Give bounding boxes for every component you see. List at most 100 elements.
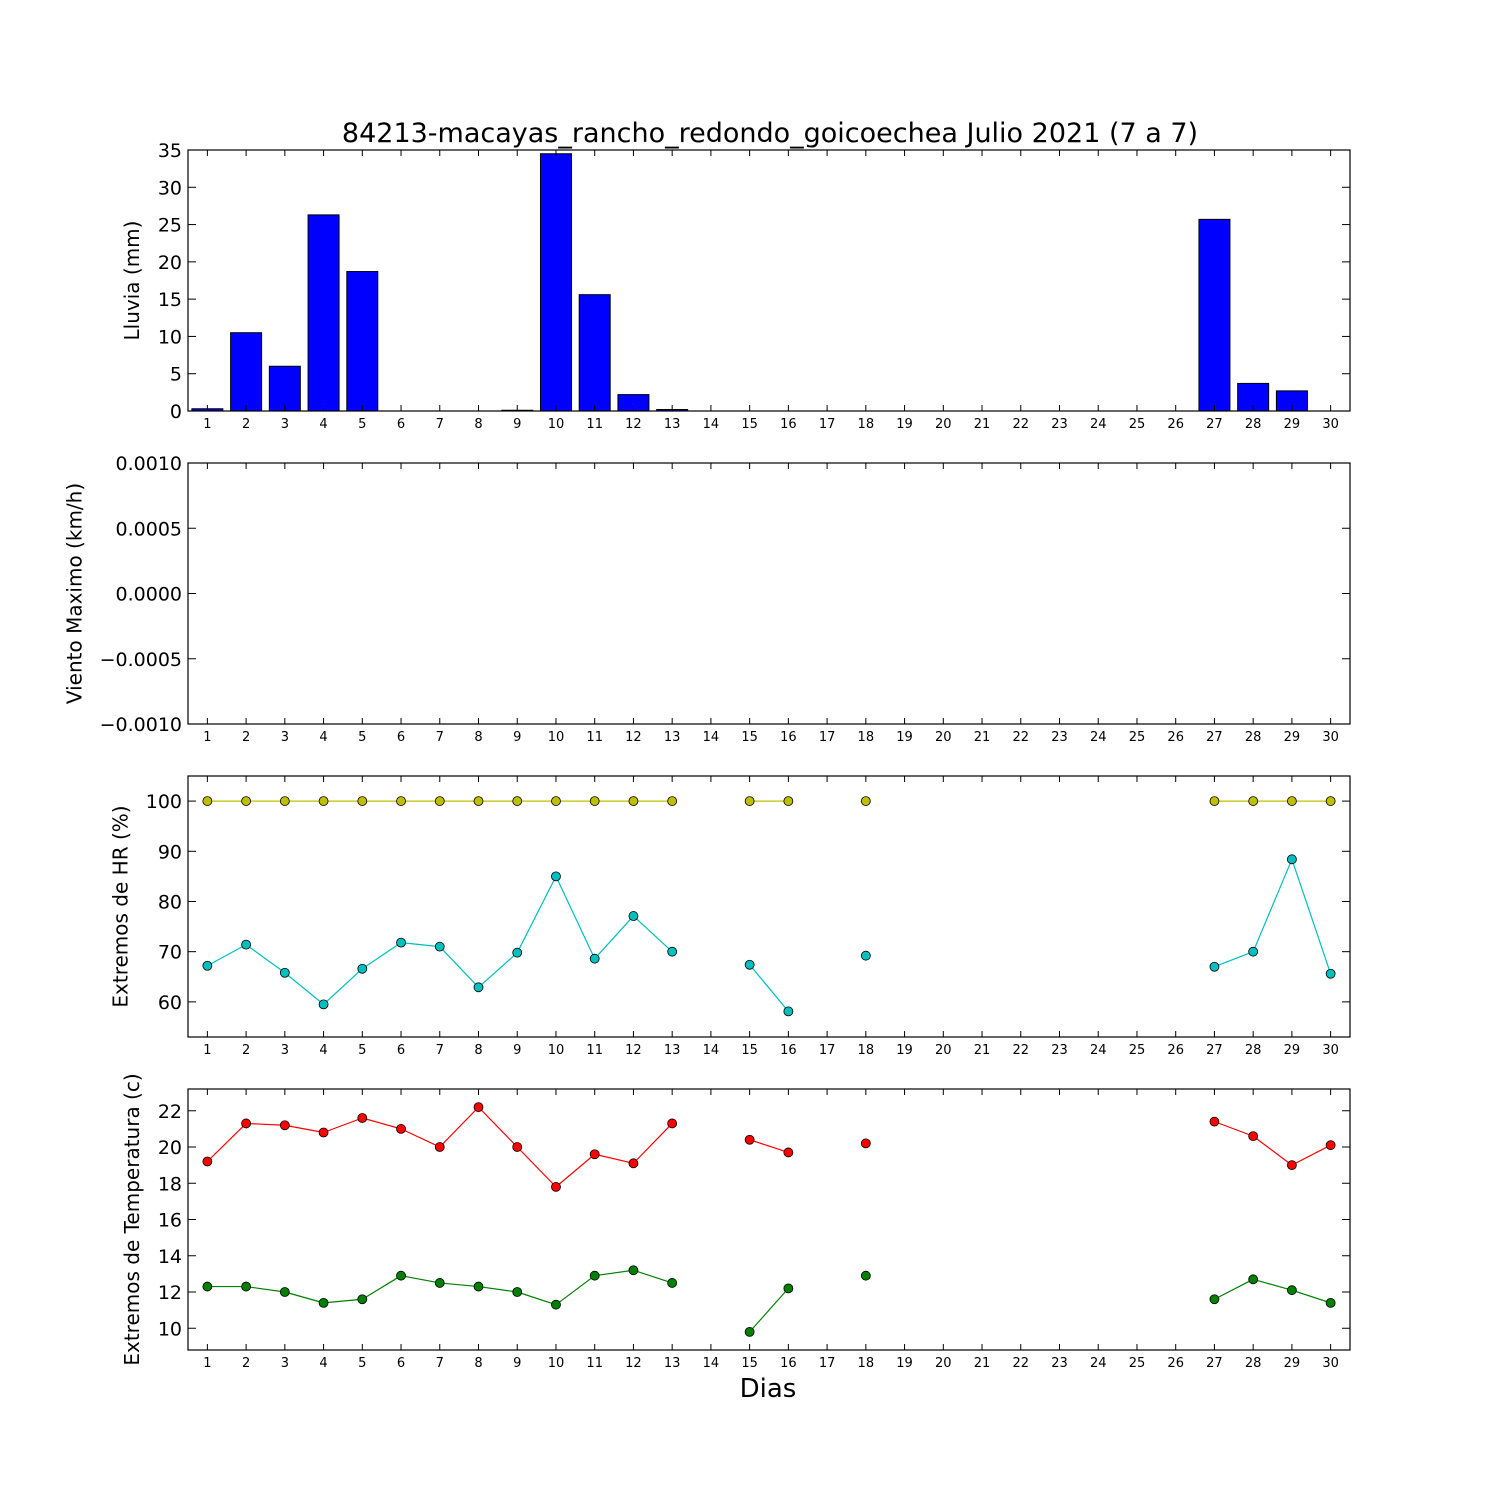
x-tick-label: 10 [548,417,565,432]
x-tick-label: 23 [1051,1356,1068,1371]
x-tick-label: 17 [819,1043,836,1058]
x-tick-label: 6 [397,1043,405,1058]
series-1-point [434,1142,445,1152]
y-tick-label: 35 [158,140,182,162]
series-2-point [241,939,252,950]
series-2-segment [361,942,402,970]
series-2-point [1209,1294,1220,1305]
x-tick-label: 14 [703,730,720,745]
y-tick-label: 14 [158,1246,182,1268]
series-2-segment [323,968,363,1005]
series-1-segment [284,1124,324,1134]
x-tick-label: 15 [741,1356,758,1371]
series-1-point [241,1118,252,1129]
series-2-point [551,871,561,882]
panel-1: 1 2 3 4 5 6 7 8 9 10 11 12 13 14 15 16 17 18 19 20 21 22 23 24 2… [120,140,1351,432]
x-tick-label: 20 [935,417,952,432]
series-1-segment [400,1128,441,1148]
series-1-point [1209,1116,1220,1127]
y-tick-label: −0.0010 [100,714,182,736]
series-2-point [1287,854,1297,865]
x-tick-label: 21 [974,730,991,745]
series-1-point [473,796,484,806]
x-tick-label: 10 [548,730,565,745]
series-2-segment [594,1269,634,1277]
series-1-point [434,796,445,806]
x-tick-label: 3 [281,1043,289,1058]
series-1-segment [439,1106,479,1148]
series-1-point [473,1102,484,1113]
series-2-point [783,1006,794,1017]
rain-bar [539,153,572,412]
series-2-point [396,937,406,948]
series-2-point [279,1287,290,1297]
plot-frame [187,775,1351,1038]
series-2-segment [284,972,324,1005]
x-tick-label: 19 [896,1356,913,1371]
x-tick-label: 14 [703,1043,720,1058]
x-tick-label: 12 [625,1043,642,1058]
plot-frame [187,149,1351,412]
x-tick-label: 7 [436,417,444,432]
x-tick-label: 2 [242,1356,250,1371]
x-tick-label: 11 [586,1043,603,1058]
series-1-segment [246,1122,285,1126]
y-tick-label: 80 [158,891,182,913]
x-tick-label: 2 [242,730,250,745]
x-tick-label: 8 [474,1043,482,1058]
x-tick-label: 23 [1051,417,1068,432]
panel-3: 1 2 3 4 5 6 7 8 9 10 11 12 13 14 15 16 17 18 19 20 21 22 23 24 2… [109,775,1351,1058]
x-tick-label: 30 [1322,730,1339,745]
rain-bar [307,214,340,412]
series-1-segment [1214,1121,1254,1137]
x-tick-label: 9 [513,417,521,432]
x-tick-label: 29 [1284,417,1301,432]
x-tick-label: 28 [1245,1043,1262,1058]
series-2-point [744,1326,755,1337]
x-tick-label: 16 [780,1043,797,1058]
series-1-point [1287,796,1297,806]
series-2-segment [1252,859,1293,952]
series-1-point [628,796,639,806]
series-1-point [589,796,600,806]
x-tick-label: 20 [935,1043,952,1058]
series-1-point [1248,1131,1259,1142]
y-tick-label: 30 [158,177,182,199]
x-tick-label: 16 [780,1356,797,1371]
series-1-point [512,796,523,806]
series-2-segment [517,1291,557,1306]
x-tick-label: 13 [664,730,681,745]
x-tick-label: 10 [548,1043,565,1058]
series-1-segment [516,1146,557,1188]
series-1-point [860,796,871,806]
y-axis-label: Extremos de Temperatura (c) [120,1073,144,1365]
series-2-point [744,959,755,970]
series-2-point [357,963,368,974]
series-2-point [279,967,290,978]
x-tick-label: 4 [319,730,327,745]
y-tick-label: 10 [158,326,182,348]
series-2-point [202,960,213,971]
y-tick-label: 10 [158,1318,182,1340]
series-2-segment [207,944,247,967]
series-2-point [318,999,329,1010]
panel-2: 1 2 3 4 5 6 7 8 9 10 11 12 13 14 15 16 17 18 19 20 21 22 23 24 2… [63,453,1351,745]
figure-title: 84213-macayas_rancho_redondo_goicoechea … [342,118,1198,149]
series-2-point [860,950,871,961]
x-tick-label: 1 [203,730,211,745]
x-tick-label: 22 [1012,730,1029,745]
y-tick-label: 20 [158,1137,182,1159]
series-2-segment [361,1275,402,1300]
x-tick-label: 29 [1284,730,1301,745]
x-tick-label: 19 [896,417,913,432]
y-tick-label: 22 [158,1101,182,1123]
series-1-point [396,1123,406,1134]
x-tick-label: 26 [1167,1043,1184,1058]
x-tick-label: 25 [1129,1356,1146,1371]
x-tick-label: 18 [858,730,875,745]
x-tick-label: 12 [625,417,642,432]
x-tick-label: 7 [436,1356,444,1371]
x-tick-label: 16 [780,417,797,432]
x-tick-label: 22 [1012,1043,1029,1058]
series-1-segment [1252,1135,1293,1166]
